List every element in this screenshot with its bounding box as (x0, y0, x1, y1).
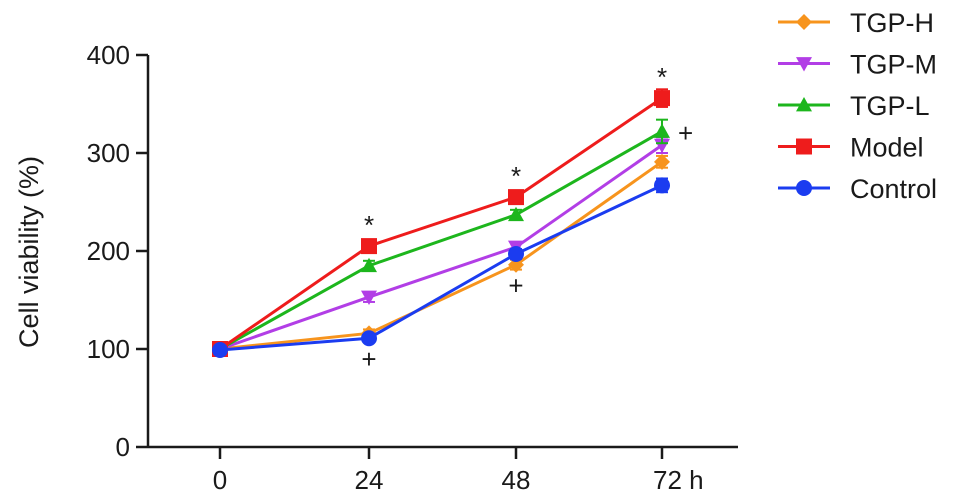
legend-item-model: Model (778, 133, 924, 163)
legend: TGP-H TGP-M TGP-L Model Control (778, 8, 937, 204)
series-line (219, 160, 663, 351)
y-axis-label: Cell viability (%) (14, 156, 44, 348)
significance-mark: + (678, 118, 693, 148)
data-point (654, 123, 670, 138)
significance-mark: + (361, 344, 376, 374)
axes: 0 100 200 300 400 0 24 48 72 h (87, 40, 738, 495)
significance-mark: * (657, 62, 667, 92)
legend-label: Control (850, 174, 937, 204)
legend-item-tgp-h: TGP-H (778, 8, 934, 38)
legend-label: TGP-M (850, 50, 937, 80)
legend-item-tgp-l: TGP-L (778, 91, 930, 121)
data-point (361, 290, 377, 306)
series-control (212, 177, 670, 358)
legend-label: TGP-H (850, 8, 934, 38)
series-model (212, 88, 670, 357)
series-layer (212, 88, 670, 358)
data-point (654, 153, 670, 170)
y-tick-label: 0 (116, 432, 130, 462)
annotations: * * * + + + (361, 62, 693, 374)
legend-item-control: Control (778, 174, 937, 204)
series-line (219, 143, 663, 351)
significance-mark: * (364, 210, 374, 240)
x-tick-label: 24 (355, 465, 384, 495)
data-point (361, 330, 377, 347)
x-tick-label: 72 h (653, 465, 704, 495)
series-line (219, 183, 663, 352)
y-tick-label: 400 (87, 40, 130, 70)
data-point (361, 238, 377, 255)
significance-mark: * (511, 161, 521, 191)
data-point (212, 341, 228, 358)
series-line (219, 96, 663, 351)
data-point (508, 245, 524, 262)
series-tgp-m (212, 136, 670, 357)
significance-mark: + (508, 271, 523, 301)
y-tick-label: 200 (87, 236, 130, 266)
data-point (654, 90, 670, 107)
legend-marker (796, 14, 812, 30)
series-line (219, 130, 663, 351)
x-tick-label: 48 (502, 465, 531, 495)
data-point (508, 189, 524, 206)
legend-marker (796, 57, 812, 72)
x-tick-label: 0 (213, 465, 227, 495)
legend-marker (796, 180, 812, 196)
legend-label: TGP-L (850, 91, 930, 121)
series-tgp-l (212, 118, 670, 356)
y-tick-label: 100 (87, 334, 130, 364)
data-point (361, 257, 377, 273)
data-point (654, 177, 670, 194)
legend-marker (796, 138, 812, 155)
data-point (508, 206, 524, 222)
legend-marker (796, 97, 812, 112)
legend-label: Model (850, 133, 924, 163)
y-tick-label: 300 (87, 138, 130, 168)
legend-item-tgp-m: TGP-M (778, 50, 937, 80)
